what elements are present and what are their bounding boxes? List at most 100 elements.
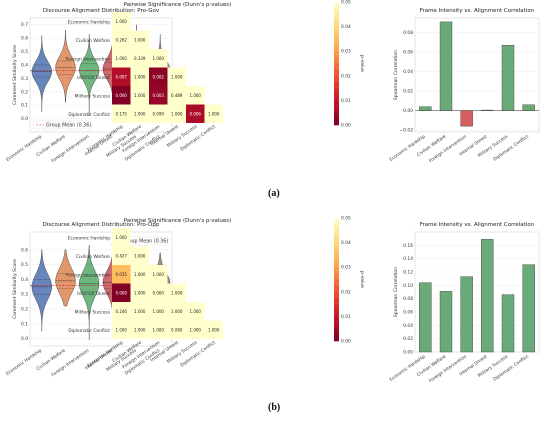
a-heat-cell-label-4-3: 0.489 [171, 93, 183, 98]
b-violin-ytick-1: 0.1 [21, 321, 28, 327]
a-violin-ytick-4: 0.4 [21, 62, 28, 68]
b-bar-ytick-5: 0.10 [403, 283, 413, 289]
a-heat-cell-1-1 [130, 30, 149, 49]
a-heat-cell-label-3-3: 1.000 [171, 75, 183, 80]
a-violin-title: Discourse Alignment Distribution: Pro-Go… [43, 8, 160, 14]
b-heat-colorbar-seg-17 [334, 322, 339, 329]
a-heat-colorbar-tick-3: 0.03 [341, 49, 351, 55]
b-heat-colorbar-seg-10 [334, 279, 339, 286]
a-bar-bar-4 [501, 45, 515, 111]
a-heat-cell-3-3 [167, 67, 186, 86]
a-violin-violin-2 [79, 33, 100, 116]
a-violin-ytick-2: 0.2 [21, 89, 28, 95]
b-heat-colorbar-seg-16 [334, 316, 339, 323]
b-violin-ytick-0: 0.0 [21, 336, 28, 342]
a-heat-cell-label-2-0: 1.000 [116, 56, 128, 61]
a-bar-ytick-5: 0.08 [403, 30, 413, 36]
b-heat-colorbar-seg-12 [334, 291, 339, 299]
a-heat-xtick-5: Diplomatic Conflict [179, 124, 217, 153]
b-heat-cell-5-2 [149, 320, 168, 339]
a-heat-cell-label-1-0: 0.262 [116, 38, 128, 43]
b-heat-cell-1-1 [130, 246, 149, 265]
b-heat-heatmap-chart: Pairwise Significance (Dunn's p-values) E… [66, 216, 365, 371]
b-heat-cell-4-3 [167, 302, 186, 321]
b-heat-colorbar-seg-7 [334, 261, 339, 268]
a-heat-colorbar-seg-12 [334, 75, 339, 83]
a-heat-cell-5-4 [186, 104, 205, 123]
b-heat-cell-label-5-5: 1.000 [208, 328, 220, 333]
a-bar-ytick-3: 0.04 [403, 69, 413, 75]
a-heat-colorbar-tick-2: 0.02 [341, 73, 351, 79]
b-heat-colorbar-seg-1 [334, 224, 339, 231]
a-violin-ytick-5: 0.5 [21, 49, 28, 55]
b-heat-cell-5-4 [186, 320, 205, 339]
a-heat-colorbar-tick-0: 0.00 [341, 123, 351, 129]
a-violin-ylabel: Comment Similarity Score [12, 45, 18, 105]
b-bar-bar-5 [522, 264, 535, 353]
b-bar-ytick-6: 0.12 [403, 270, 413, 276]
a-heat-colorbar-seg-6 [334, 38, 339, 46]
b-heat-colorbar-seg-3 [334, 236, 339, 243]
a-violin-xtick-0: Economic Hardship [5, 134, 43, 163]
b-heat-colorbar-seg-9 [334, 273, 339, 280]
b-bar-xtick-2: Foreign Intervention [428, 354, 468, 385]
a-heat-row-label-3: Internal Unrest [77, 75, 110, 81]
b-heat-cell-label-3-0: 0.000 [116, 291, 128, 296]
a-violin-ytick-6: 0.6 [21, 36, 28, 42]
a-heat-cell-3-1 [130, 67, 149, 86]
a-heat-cell-label-1-1: 1.000 [134, 38, 146, 43]
b-violin-violin-2 [79, 245, 100, 341]
b-heat-colorbar-seg-11 [334, 285, 339, 293]
a-bar-bar-1 [439, 21, 453, 111]
b-heat-cell-label-5-0: 1.000 [116, 328, 128, 333]
a-violin-ytick-1: 0.1 [21, 103, 28, 109]
a-heat-row-label-4: Military Success [75, 93, 111, 99]
b-heat-row-label-4: Military Success [75, 309, 111, 315]
b-heat-colorbar-tick-5: 0.05 [341, 216, 351, 222]
a-heat-cell-5-1 [130, 104, 149, 123]
a-heat-colorbar-seg-15 [334, 94, 339, 101]
b-heat-cell-label-4-2: 1.000 [153, 309, 165, 314]
a-heat-cell-0-0 [112, 12, 131, 31]
b-heat-cell-3-2 [149, 283, 168, 302]
a-violin-xtick-2: Foreign Intervention [50, 134, 90, 165]
a-bar-title: Frame Intensity vs. Alignment Correlatio… [420, 8, 535, 14]
b-heat-cell-label-1-1: 1.000 [134, 254, 146, 259]
a-heat-colorbar-seg-18 [334, 112, 339, 120]
b-bar-xtick-5: Diplomatic Conflict [492, 354, 530, 383]
b-bar-ytick-1: 0.02 [403, 336, 413, 342]
a-heat-cell-2-2 [149, 49, 168, 68]
a-violin-legend-label: Group Mean (0.36) [46, 123, 91, 129]
b-heat-cell-2-2 [149, 265, 168, 284]
b-heat-row-label-3: Internal Unrest [77, 291, 110, 297]
b-bar-bar-1 [439, 291, 453, 353]
b-heat-cell-5-1 [130, 320, 149, 339]
a-heat-title: Pairwise Significance (Dunn's p-values) [124, 2, 232, 8]
b-heat-cell-0-0 [112, 228, 131, 247]
a-heat-cell-label-5-1: 1.000 [134, 112, 146, 117]
b-heat-colorbar-seg-19 [334, 334, 339, 342]
a-violin-ytick-0: 0.0 [21, 116, 28, 122]
a-heat-colorbar-seg-2 [334, 14, 339, 21]
b-heat-colorbar-tick-1: 0.01 [341, 314, 351, 320]
a-bar-xtick-5: Diplomatic Conflict [492, 134, 530, 163]
b-heat-cell-3-3 [167, 283, 186, 302]
a-violin-violin-1 [55, 29, 76, 103]
a-heat-cell-5-2 [149, 104, 168, 123]
a-bar-ytick-2: 0.02 [403, 89, 413, 95]
a-heat-cell-label-4-2: 0.003 [153, 93, 165, 98]
b-heat-colorbar-label: p-value [359, 271, 365, 288]
b-heat-cell-label-3-3: 1.000 [171, 291, 183, 296]
b-bar-bar-chart: Frame Intensity vs. Alignment Correlatio… [388, 222, 540, 385]
b-heat-cell-label-3-2: 0.060 [153, 291, 165, 296]
a-heat-colorbar-seg-19 [334, 118, 339, 126]
b-heat-cell-label-2-0: 0.035 [116, 272, 128, 277]
a-heat-colorbar-seg-17 [334, 106, 339, 113]
b-heat-colorbar-seg-13 [334, 297, 339, 305]
b-violin-violin-1 [55, 249, 76, 307]
b-bar-ytick-8: 0.16 [403, 243, 413, 249]
b-violin-title: Discourse Alignment Distribution: Pro-Op… [43, 222, 160, 228]
b-bar-ylabel: Spearman Correlation [393, 267, 399, 317]
a-bar-bar-chart: Frame Intensity vs. Alignment Correlatio… [388, 8, 540, 164]
